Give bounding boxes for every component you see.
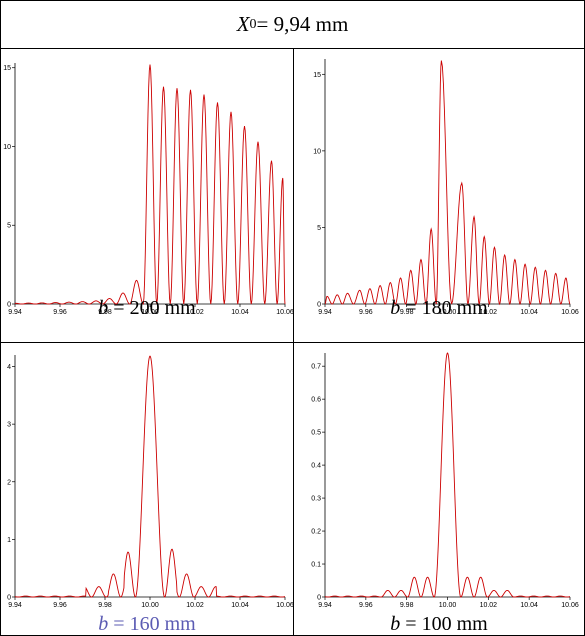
- caption-text: = 200 mm: [108, 297, 196, 319]
- header-value: = 9,94 mm: [256, 12, 349, 36]
- y-tick-label: 0.4: [311, 463, 321, 470]
- y-tick-label: 4: [7, 364, 11, 371]
- y-tick-label: 1: [7, 537, 11, 544]
- y-tick-label: 0: [317, 595, 321, 602]
- x-tick-label: 9.96: [359, 602, 373, 609]
- x-tick-label: 10.00: [141, 602, 159, 609]
- y-tick-label: 15: [3, 65, 11, 72]
- x-tick-label: 10.02: [480, 602, 498, 609]
- caption-var: b: [390, 613, 401, 635]
- y-tick-label: 15: [313, 72, 321, 79]
- intensity-curve: [14, 355, 286, 598]
- x-tick-label: 10.06: [276, 309, 293, 316]
- y-tick-label: 0.3: [311, 496, 321, 503]
- x-tick-label: 10.06: [276, 602, 293, 609]
- x-tick-label: 10.04: [231, 309, 249, 316]
- x-tick-label: 9.94: [318, 309, 332, 316]
- caption-text: = 100 mm: [400, 613, 488, 635]
- y-tick-label: 10: [313, 148, 321, 155]
- caption-var: b: [98, 613, 109, 635]
- y-tick-label: 5: [7, 223, 11, 230]
- x-tick-label: 9.96: [53, 602, 67, 609]
- intensity-curve: [14, 64, 286, 305]
- y-tick-label: 0: [7, 595, 11, 602]
- x-tick-label: 10.02: [480, 309, 498, 316]
- x-tick-label: 9.96: [53, 309, 67, 316]
- caption-text: = 180 mm: [400, 297, 488, 319]
- x-tick-label: 10.00: [141, 309, 159, 316]
- intensity-curve: [324, 352, 571, 598]
- caption-b180: b = 180 mm: [294, 297, 584, 319]
- caption-var: b: [98, 297, 109, 319]
- caption-b100: b = 100 mm: [294, 613, 584, 635]
- header-variable: X: [236, 12, 250, 36]
- x-tick-label: 10.02: [186, 602, 204, 609]
- y-tick-label: 10: [3, 144, 11, 151]
- x-tick-label: 10.04: [231, 602, 249, 609]
- x-tick-label: 9.98: [400, 309, 414, 316]
- y-tick-label: 5: [317, 225, 321, 232]
- intensity-curve: [324, 60, 571, 306]
- x-tick-label: 10.04: [520, 602, 538, 609]
- x-tick-label: 9.94: [8, 602, 22, 609]
- caption-b200: b = 200 mm: [1, 297, 293, 319]
- y-tick-label: 0: [317, 302, 321, 309]
- y-tick-label: 3: [7, 422, 11, 429]
- chart-b200: 9.94 9.96 9.98 10.00 10.02 10.04 10.06 0 5 10 15: [3, 63, 293, 316]
- x-tick-label: 9.98: [98, 602, 112, 609]
- x-tick-label: 10.00: [439, 309, 457, 316]
- chart-panel-b100: 9.94 9.96 9.98 10.00 10.02 10.04 10.06 0 0.1 0.2 0…: [294, 343, 584, 635]
- y-tick-label: 0.7: [311, 364, 321, 371]
- x-tick-label: 9.98: [400, 602, 414, 609]
- y-tick-label: 0.1: [311, 562, 321, 569]
- y-tick-label: 0.6: [311, 397, 321, 404]
- y-tick-label: 0: [7, 302, 11, 309]
- caption-text: = 160 mm: [108, 613, 196, 635]
- chart-panel-b180: 9.94 9.96 9.98 10.00 10.02 10.04 10.06 0 5 10 15 b…: [294, 49, 584, 342]
- x-tick-label: 10.06: [561, 309, 579, 316]
- x-tick-label: 10.04: [520, 309, 538, 316]
- chart-panel-b200: 9.94 9.96 9.98 10.00 10.02 10.04 10.06 0 5 10 15 b…: [1, 49, 293, 342]
- x-tick-label: 9.96: [359, 309, 373, 316]
- y-tick-label: 0.2: [311, 529, 321, 536]
- x-tick-label: 9.98: [98, 309, 112, 316]
- x-tick-label: 10.06: [561, 602, 579, 609]
- caption-var: b: [390, 297, 401, 319]
- y-tick-label: 0.5: [311, 430, 321, 437]
- x-tick-label: 10.02: [186, 309, 204, 316]
- x-tick-label: 9.94: [8, 309, 22, 316]
- chart-panel-b160: 9.94 9.96 9.98 10.00 10.02 10.04 10.06 0 1 2 3 4 b …: [1, 343, 293, 635]
- x-tick-label: 10.00: [439, 602, 457, 609]
- chart-b100: 9.94 9.96 9.98 10.00 10.02 10.04 10.06 0 0.1 0.2 0…: [311, 352, 579, 609]
- y-tick-label: 2: [7, 479, 11, 486]
- header-subscript: 0: [249, 16, 257, 32]
- caption-b160: b = 160 mm: [1, 613, 293, 635]
- chart-b180: 9.94 9.96 9.98 10.00 10.02 10.04 10.06 0 5 10 15: [313, 59, 579, 316]
- grid-divider-horizontal: [1, 342, 584, 343]
- chart-b160: 9.94 9.96 9.98 10.00 10.02 10.04 10.06 0 1 2 3 4: [7, 355, 293, 609]
- x-tick-label: 9.94: [318, 602, 332, 609]
